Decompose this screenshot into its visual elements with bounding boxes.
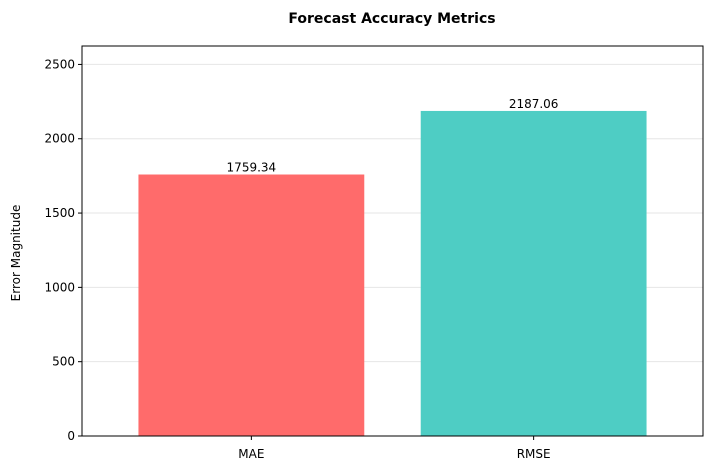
x-tick-label: RMSE	[517, 447, 551, 461]
y-tick-label: 2000	[44, 132, 75, 146]
y-tick-label: 500	[52, 355, 75, 369]
y-axis-label: Error Magnitude	[9, 205, 23, 302]
y-tick-label: 1500	[44, 206, 75, 220]
bar-value-label: 2187.06	[509, 97, 559, 111]
plot-frame	[81, 45, 704, 437]
x-tick-label: MAE	[238, 447, 264, 461]
y-tick-label: 1000	[44, 280, 75, 294]
chart-title: Forecast Accuracy Metrics	[288, 11, 495, 27]
x-axis-ticks: MAE RMSE	[238, 436, 551, 461]
bar-value-label: 1759.34	[227, 161, 277, 175]
bar-rmse	[420, 110, 647, 437]
bar-mae	[138, 174, 365, 436]
data-labels: 1759.34 2187.06	[227, 97, 559, 175]
y-tick-label: 2500	[44, 57, 75, 71]
bars	[138, 110, 647, 437]
y-axis-ticks: 0 500 1000 1500 2000 2500	[44, 57, 82, 443]
y-tick-label: 0	[67, 429, 75, 443]
